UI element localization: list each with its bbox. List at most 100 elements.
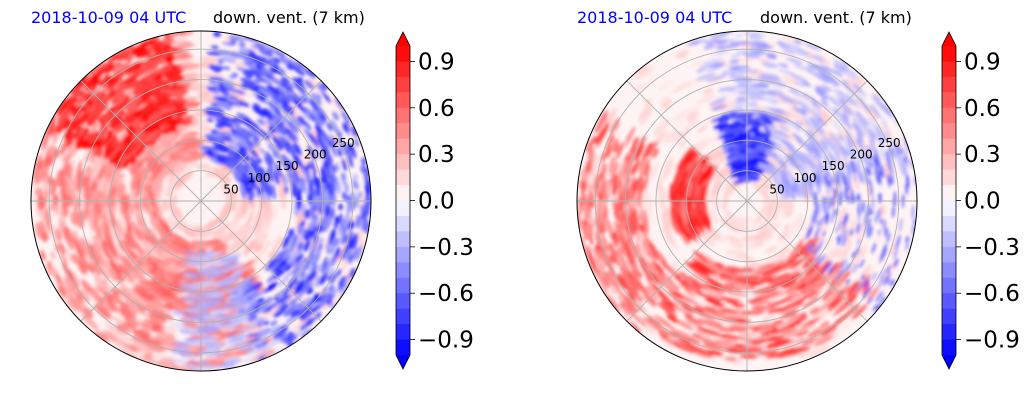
field-cell <box>289 114 302 128</box>
field-cell <box>860 142 868 157</box>
field-cell <box>326 255 335 270</box>
field-cell <box>694 74 720 84</box>
field-cell <box>56 108 68 124</box>
field-cell <box>317 297 329 311</box>
field-cell <box>92 234 102 252</box>
field-cell <box>242 61 260 70</box>
field-cell <box>801 115 816 127</box>
field-cell <box>211 307 234 314</box>
field-cell <box>140 90 152 98</box>
field-cell <box>315 196 321 210</box>
field-cell <box>708 99 726 106</box>
field-cell <box>696 94 717 104</box>
field-cell <box>811 105 823 115</box>
colorbar-level <box>396 123 410 140</box>
field-cell <box>164 325 178 333</box>
field-cell <box>267 101 281 113</box>
field-cell <box>79 126 86 135</box>
field-cell <box>257 118 266 126</box>
field-cell <box>94 201 103 215</box>
field-cell <box>332 111 340 121</box>
field-cell <box>774 144 786 153</box>
field-cell <box>730 111 738 116</box>
field-cell <box>139 223 147 234</box>
field-cell <box>222 41 235 46</box>
field-cell <box>888 149 895 169</box>
field-cell <box>122 159 129 169</box>
field-cell <box>296 192 302 204</box>
angular-gridline <box>200 200 322 322</box>
field-cell <box>345 143 353 161</box>
field-cell <box>330 238 337 255</box>
field-cell <box>297 241 304 251</box>
field-cell <box>280 154 290 172</box>
field-cell <box>269 167 276 178</box>
field-cell <box>823 154 833 171</box>
field-cell <box>334 217 339 230</box>
angular-gridline <box>80 80 202 202</box>
field-cell <box>338 275 346 288</box>
field-cell <box>842 105 853 116</box>
field-cell <box>792 183 798 193</box>
field-cell <box>257 329 268 336</box>
field-cell <box>130 171 141 191</box>
field-cell <box>97 149 104 158</box>
field-cell <box>108 116 120 129</box>
field-cell <box>265 118 277 130</box>
field-cell <box>791 213 803 234</box>
field-cell <box>327 153 333 165</box>
field-cell <box>299 324 306 331</box>
field-cell <box>328 184 335 197</box>
field-cell <box>709 102 726 110</box>
field-cell <box>645 295 657 306</box>
field-cell <box>171 301 192 308</box>
field-cell <box>682 226 692 241</box>
field-cell <box>319 293 326 301</box>
field-cell <box>252 106 267 117</box>
field-cell <box>161 245 183 258</box>
field-cell <box>236 90 246 95</box>
field-cell <box>181 155 203 163</box>
field-cell <box>727 147 734 153</box>
field-cell <box>124 233 136 251</box>
field-cell <box>128 80 141 89</box>
colorbar-tick-label: 0.3 <box>418 142 455 168</box>
field-cell <box>171 310 193 317</box>
field-cell <box>208 292 225 298</box>
field-cell <box>810 99 822 109</box>
field-cell <box>265 62 278 69</box>
field-cell <box>696 239 707 250</box>
field-cell <box>228 35 245 42</box>
field-cell <box>166 216 180 231</box>
field-cell <box>287 251 297 265</box>
field-cell <box>125 219 133 233</box>
field-cell <box>171 303 184 309</box>
field-cell <box>257 171 264 184</box>
colorbar-level <box>396 46 410 62</box>
field-cell <box>221 311 244 319</box>
field-cell <box>150 271 162 280</box>
field-cell <box>269 328 282 336</box>
field-cell <box>308 99 319 111</box>
field-cell <box>302 182 308 194</box>
field-cell <box>132 240 144 256</box>
field-cell <box>802 81 812 87</box>
field-cell <box>294 100 307 113</box>
field-cell <box>309 205 315 220</box>
field-cell <box>108 260 120 274</box>
field-cell <box>834 150 844 171</box>
field-cell <box>140 39 155 47</box>
field-cell <box>230 281 251 292</box>
field-cell <box>832 88 848 102</box>
field-cell <box>236 307 256 316</box>
field-cell <box>891 115 900 128</box>
field-cell <box>681 201 687 219</box>
field-cell <box>833 63 847 74</box>
field-cell <box>729 73 745 78</box>
field-cell <box>707 148 722 161</box>
field-cell <box>794 80 806 87</box>
field-cell <box>224 356 242 362</box>
field-cell <box>170 240 190 251</box>
field-cell <box>275 143 282 152</box>
